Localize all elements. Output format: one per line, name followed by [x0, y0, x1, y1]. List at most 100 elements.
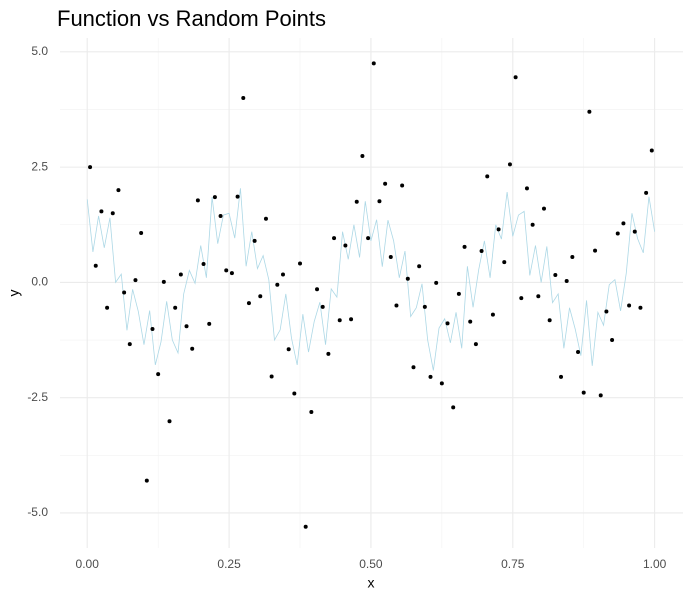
point — [638, 305, 643, 310]
y-tick-label: 0.0 — [31, 275, 48, 289]
x-axis-title: x — [368, 575, 375, 591]
point — [377, 199, 382, 204]
y-tick-label: 5.0 — [31, 44, 48, 58]
point — [303, 524, 308, 529]
point — [598, 393, 603, 398]
point — [490, 312, 495, 317]
point — [88, 165, 93, 170]
point — [615, 231, 620, 236]
point — [292, 391, 297, 396]
point — [298, 261, 303, 266]
point — [144, 478, 149, 483]
y-tick-label: 2.5 — [31, 159, 48, 173]
y-tick-label: -5.0 — [27, 505, 48, 519]
point — [195, 198, 200, 203]
point — [337, 318, 342, 323]
point — [122, 290, 127, 295]
point — [604, 309, 609, 314]
y-tick-label: -2.5 — [27, 390, 48, 404]
point — [564, 279, 569, 284]
point — [468, 319, 473, 324]
point — [400, 183, 405, 188]
point — [184, 324, 189, 329]
point — [150, 326, 155, 331]
point — [258, 294, 263, 299]
x-tick-label: 0.00 — [76, 557, 100, 571]
point — [541, 206, 546, 211]
point — [218, 213, 223, 218]
point — [105, 305, 110, 310]
point — [167, 419, 172, 424]
point — [621, 221, 626, 226]
point — [530, 222, 535, 227]
point — [173, 305, 178, 310]
point — [524, 186, 529, 191]
point — [417, 264, 422, 269]
point — [286, 347, 291, 352]
point — [309, 409, 314, 414]
point — [593, 248, 598, 253]
point — [405, 276, 410, 281]
point — [570, 255, 575, 260]
point — [360, 154, 365, 159]
point — [93, 263, 98, 268]
point — [587, 109, 592, 114]
point — [610, 338, 615, 343]
function-line — [86, 188, 656, 371]
point — [263, 216, 268, 221]
point — [156, 372, 161, 377]
point — [201, 261, 206, 266]
chart-title: Function vs Random Points — [57, 6, 326, 31]
point — [439, 381, 444, 386]
point — [632, 229, 637, 234]
point — [241, 95, 246, 100]
point — [473, 342, 478, 347]
point — [462, 244, 467, 249]
point — [349, 317, 354, 322]
point — [127, 342, 132, 347]
point — [139, 231, 144, 236]
point — [110, 211, 115, 216]
point — [133, 278, 138, 283]
point — [388, 255, 393, 260]
point — [326, 351, 331, 356]
point — [275, 282, 280, 287]
point — [99, 209, 104, 214]
point — [581, 390, 586, 395]
point — [235, 194, 240, 199]
point — [649, 148, 654, 153]
point — [190, 346, 195, 351]
y-axis-title: y — [6, 290, 22, 297]
point — [496, 227, 501, 232]
point — [207, 321, 212, 326]
point — [371, 61, 376, 66]
point — [553, 273, 558, 278]
x-tick-label: 1.00 — [643, 557, 667, 571]
point — [576, 350, 581, 355]
point — [536, 294, 541, 299]
point — [315, 287, 320, 292]
point — [411, 365, 416, 370]
point — [428, 374, 433, 379]
point — [519, 296, 524, 301]
point — [224, 268, 229, 273]
point — [320, 304, 325, 309]
point — [507, 162, 512, 167]
point — [627, 303, 632, 308]
point — [383, 181, 388, 186]
point — [354, 199, 359, 204]
point — [366, 236, 371, 241]
x-tick-label: 0.50 — [359, 557, 383, 571]
point — [332, 236, 337, 241]
point — [513, 75, 518, 80]
point — [547, 318, 552, 323]
point — [252, 238, 257, 243]
point — [445, 321, 450, 326]
point — [394, 303, 399, 308]
point — [246, 301, 251, 306]
point — [212, 195, 217, 200]
point — [559, 374, 564, 379]
point — [116, 188, 121, 193]
point — [451, 405, 456, 410]
